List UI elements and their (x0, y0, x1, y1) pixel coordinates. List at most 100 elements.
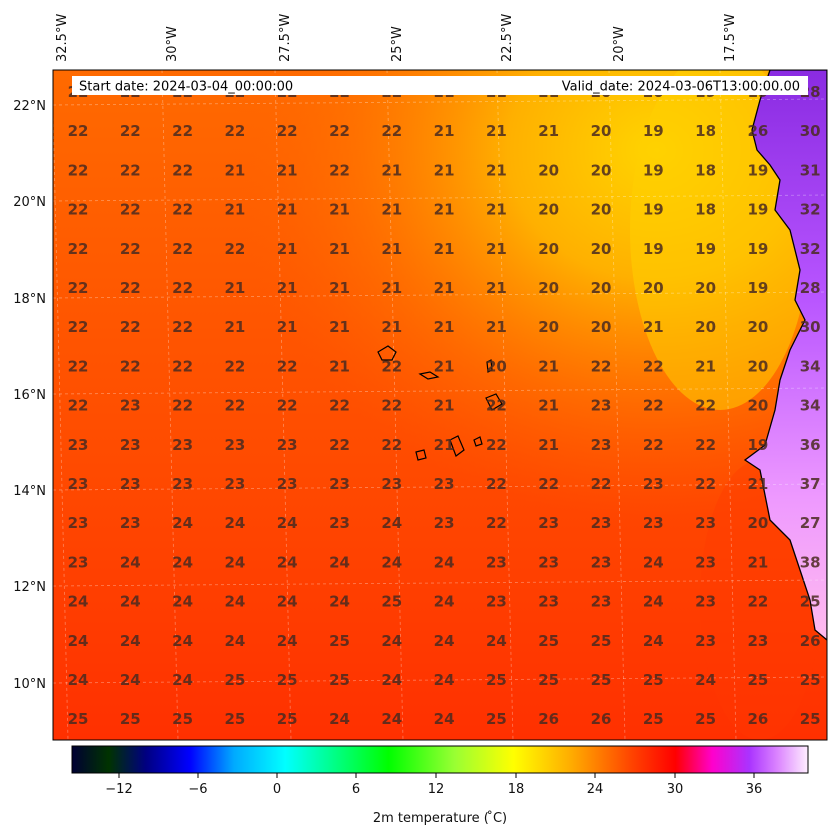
grid-value: 23 (538, 553, 559, 571)
grid-value: 21 (224, 161, 245, 179)
grid-value: 24 (381, 671, 402, 689)
grid-value: 23 (747, 632, 768, 650)
meridian-line (719, 70, 737, 740)
grid-value: 22 (120, 201, 141, 219)
island-outline (485, 393, 503, 411)
grid-value: 21 (224, 318, 245, 336)
grid-value: 23 (329, 514, 350, 532)
grid-value: 25 (591, 632, 612, 650)
date-header-bar (72, 76, 808, 95)
grid-value: 34 (800, 397, 821, 415)
grid-value: 22 (747, 593, 768, 611)
colorbar-tick-label: −12 (105, 782, 132, 797)
grid-value: 21 (486, 122, 507, 140)
longitude-label: 22.5°W (500, 14, 515, 62)
grid-value: 23 (120, 475, 141, 493)
grid-value: 21 (434, 318, 455, 336)
longitude-label: 25°W (390, 26, 405, 62)
meridian-line (496, 70, 514, 740)
grid-value: 23 (68, 514, 89, 532)
grid-value: 25 (643, 710, 664, 728)
grid-value: 27 (800, 514, 821, 532)
longitude-label: 30°W (165, 26, 180, 62)
grid-value: 23 (68, 475, 89, 493)
grid-value: 20 (747, 514, 768, 532)
grid-value: 22 (381, 397, 402, 415)
grid-value: 21 (381, 279, 402, 297)
grid-value: 25 (329, 671, 350, 689)
grid-value: 24 (172, 632, 193, 650)
colorbar-tick-label: 0 (273, 782, 281, 797)
grid-value: 25 (643, 671, 664, 689)
grid-value: 22 (224, 357, 245, 375)
grid-value: 21 (329, 318, 350, 336)
grid-value: 19 (747, 201, 768, 219)
grid-value: 24 (120, 553, 141, 571)
grid-value: 21 (434, 161, 455, 179)
grid-value: 21 (695, 357, 716, 375)
grid-value: 20 (591, 279, 612, 297)
grid-value: 22 (329, 397, 350, 415)
island-outline (486, 359, 493, 373)
grid-value: 24 (277, 593, 298, 611)
grid-value: 21 (538, 436, 559, 454)
map-frame (52, 69, 828, 741)
grid-value: 25 (329, 632, 350, 650)
grid-value: 21 (381, 161, 402, 179)
grid-value: 32 (800, 240, 821, 258)
grid-value: 22 (224, 397, 245, 415)
grid-value: 19 (747, 279, 768, 297)
grid-value: 24 (381, 514, 402, 532)
grid-value: 22 (695, 475, 716, 493)
grid-value: 21 (224, 201, 245, 219)
grid-value: 20 (538, 279, 559, 297)
grid-value: 23 (591, 397, 612, 415)
grid-value: 21 (277, 318, 298, 336)
grid-value: 24 (434, 553, 455, 571)
grid-value: 25 (224, 671, 245, 689)
grid-value: 24 (643, 553, 664, 571)
grid-value: 22 (329, 122, 350, 140)
grid-value: 23 (643, 475, 664, 493)
grid-value: 25 (277, 671, 298, 689)
meridian-line (608, 70, 626, 740)
latitude-label: 10°N (13, 677, 46, 692)
grid-value: 24 (172, 553, 193, 571)
grid-value: 24 (120, 671, 141, 689)
grid-value: 22 (172, 397, 193, 415)
grid-value: 23 (486, 553, 507, 571)
grid-value: 20 (538, 318, 559, 336)
colorbar-tick-label: −6 (188, 782, 207, 797)
grid-value: 37 (800, 475, 821, 493)
grid-value: 22 (120, 357, 141, 375)
grid-value: 26 (800, 632, 821, 650)
meridian-line (274, 70, 292, 740)
map-panel: 22 22 22 22 22 22 22 21 21 21 20 20 19 19 28 22 22 22 22 22… (53, 70, 827, 740)
grid-value: 22 (486, 475, 507, 493)
grid-value: 20 (591, 122, 612, 140)
longitude-label: 32.5°W (55, 14, 70, 62)
grid-value: 25 (800, 671, 821, 689)
grid-value: 22 (172, 240, 193, 258)
meridian-line (161, 70, 179, 740)
grid-value: 21 (538, 357, 559, 375)
grid-value: 25 (800, 593, 821, 611)
grid-value: 24 (434, 632, 455, 650)
grid-value: 21 (434, 240, 455, 258)
grid-value: 28 (800, 279, 821, 297)
grid-value: 22 (120, 240, 141, 258)
grid-value: 23 (329, 475, 350, 493)
grid-value: 24 (172, 514, 193, 532)
grid-value: 23 (120, 436, 141, 454)
grid-value: 23 (591, 514, 612, 532)
grid-value: 24 (68, 593, 89, 611)
grid-value: 26 (538, 710, 559, 728)
grid-value: 25 (120, 710, 141, 728)
grid-value: 25 (538, 671, 559, 689)
grid-value: 22 (68, 201, 89, 219)
grid-value: 20 (538, 161, 559, 179)
grid-value: 24 (120, 632, 141, 650)
grid-value: 23 (172, 436, 193, 454)
grid-value: 20 (747, 318, 768, 336)
grid-value: 22 (643, 357, 664, 375)
